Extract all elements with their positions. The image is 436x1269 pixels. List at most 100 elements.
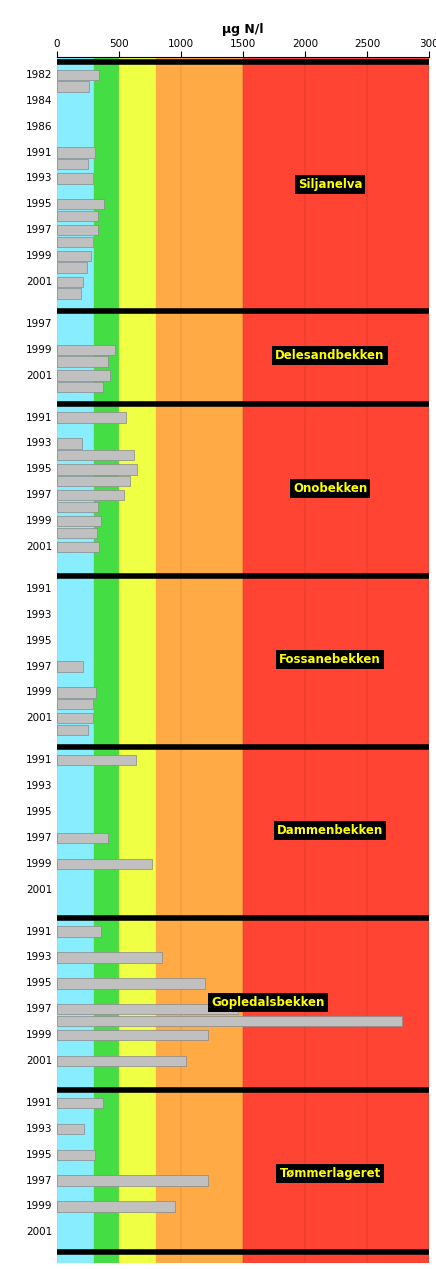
Bar	[57, 174, 93, 184]
Bar	[57, 345, 115, 355]
Text: 1993: 1993	[26, 1124, 52, 1133]
Text: 1997: 1997	[26, 832, 52, 843]
Text: 1997: 1997	[26, 319, 52, 329]
Text: Onobekken: Onobekken	[293, 482, 367, 495]
Bar	[57, 713, 93, 723]
Text: 1991: 1991	[26, 755, 52, 765]
Bar	[57, 147, 95, 157]
Bar	[57, 978, 204, 989]
Bar	[57, 357, 108, 367]
Text: 1999: 1999	[26, 688, 52, 698]
Text: 2001: 2001	[26, 713, 52, 723]
Bar	[57, 699, 93, 709]
Text: 1995: 1995	[26, 636, 52, 646]
Bar	[57, 251, 91, 261]
Bar	[156, 57, 243, 1263]
Text: Dammenbekken: Dammenbekken	[277, 825, 383, 838]
Bar	[57, 952, 162, 963]
Text: 1997: 1997	[26, 1004, 52, 1014]
Bar	[119, 57, 156, 1263]
Bar	[57, 1056, 186, 1066]
Text: 2001: 2001	[26, 1056, 52, 1066]
Bar	[57, 236, 93, 247]
Bar	[57, 1175, 208, 1185]
Bar	[57, 859, 152, 869]
Bar	[57, 70, 99, 80]
Text: Delesandbekken: Delesandbekken	[276, 349, 385, 362]
Bar	[57, 382, 103, 392]
Text: 1997: 1997	[26, 661, 52, 671]
Text: 1993: 1993	[26, 174, 52, 184]
Bar	[57, 1202, 175, 1212]
Bar	[57, 755, 136, 765]
Text: 2001: 2001	[26, 371, 52, 381]
Bar	[57, 263, 86, 273]
Bar	[94, 57, 119, 1263]
Text: 1991: 1991	[26, 147, 52, 157]
Bar	[57, 371, 110, 381]
Bar	[57, 1030, 208, 1041]
Bar	[57, 225, 98, 235]
Text: 1984: 1984	[26, 96, 52, 105]
Text: 1995: 1995	[26, 1150, 52, 1160]
Bar	[57, 412, 126, 423]
Bar	[57, 277, 83, 287]
Bar	[57, 926, 102, 937]
Text: 2001: 2001	[26, 1227, 52, 1237]
Bar	[57, 501, 98, 511]
Text: 1999: 1999	[26, 516, 52, 527]
Text: 1997: 1997	[26, 490, 52, 500]
Text: Fossanebekken: Fossanebekken	[279, 654, 381, 666]
Bar	[57, 688, 96, 698]
Text: 2001: 2001	[26, 884, 52, 895]
Text: 1999: 1999	[26, 859, 52, 869]
Bar	[57, 661, 83, 671]
Bar	[57, 490, 124, 500]
Text: 1999: 1999	[26, 251, 52, 261]
Text: 1999: 1999	[26, 1030, 52, 1041]
Bar	[57, 199, 104, 209]
Bar	[57, 450, 134, 461]
Text: 1982: 1982	[26, 70, 52, 80]
Text: 1999: 1999	[26, 345, 52, 355]
Text: 1997: 1997	[26, 1175, 52, 1185]
Text: 1993: 1993	[26, 610, 52, 619]
Text: 1993: 1993	[26, 439, 52, 448]
Text: 1986: 1986	[26, 122, 52, 132]
Bar	[57, 725, 89, 735]
Bar	[57, 528, 97, 538]
Bar	[57, 288, 81, 298]
Text: 1999: 1999	[26, 1202, 52, 1212]
Text: 1991: 1991	[26, 412, 52, 423]
Bar	[243, 57, 436, 1263]
Text: 1995: 1995	[26, 199, 52, 209]
Bar	[57, 516, 102, 527]
Bar	[57, 476, 130, 486]
Bar	[57, 438, 82, 449]
Text: Gopledalsbekken: Gopledalsbekken	[211, 996, 325, 1009]
Text: 2001: 2001	[26, 277, 52, 287]
Text: 1991: 1991	[26, 1098, 52, 1108]
Bar	[57, 542, 99, 552]
Bar	[57, 1098, 102, 1108]
Text: 2001: 2001	[26, 542, 52, 552]
Text: 1991: 1991	[26, 584, 52, 594]
Text: 1993: 1993	[26, 953, 52, 962]
Bar	[57, 211, 98, 221]
Text: 1997: 1997	[26, 225, 52, 235]
Bar	[57, 464, 137, 475]
Bar	[57, 1123, 84, 1134]
Bar	[57, 57, 94, 1263]
Bar	[57, 1004, 238, 1014]
Bar	[57, 832, 108, 843]
Text: Tømmerlageret: Tømmerlageret	[279, 1167, 381, 1180]
Bar	[57, 159, 89, 169]
Bar	[57, 1015, 402, 1027]
Bar	[57, 1150, 95, 1160]
Text: 1995: 1995	[26, 978, 52, 989]
Bar	[57, 81, 89, 91]
Text: 1993: 1993	[26, 782, 52, 791]
X-axis label: µg N/l: µg N/l	[222, 23, 264, 37]
Text: 1995: 1995	[26, 464, 52, 475]
Text: 1991: 1991	[26, 926, 52, 937]
